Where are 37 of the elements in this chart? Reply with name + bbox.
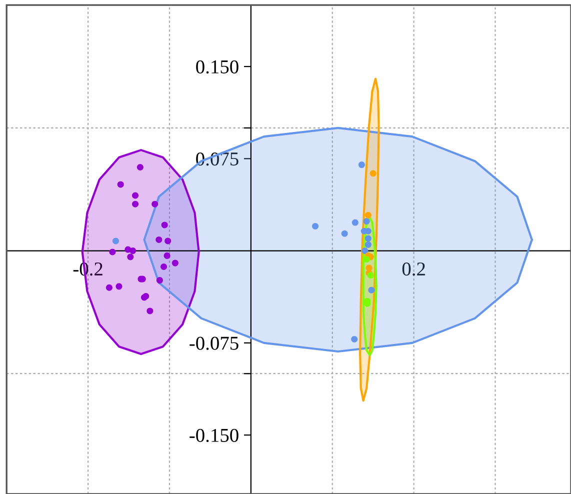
point <box>160 263 168 270</box>
point <box>367 272 374 279</box>
point <box>368 286 375 294</box>
point <box>136 164 144 171</box>
point <box>127 254 134 260</box>
point <box>132 192 139 199</box>
point <box>161 222 168 228</box>
y-tick-label: 0.150 <box>196 60 238 74</box>
point <box>109 248 116 256</box>
point <box>364 235 372 242</box>
point <box>351 336 358 342</box>
point <box>112 238 119 244</box>
point <box>363 256 370 263</box>
point <box>370 170 376 177</box>
point <box>156 236 162 243</box>
point <box>106 284 112 291</box>
point <box>117 181 124 188</box>
point <box>358 162 365 168</box>
point <box>312 222 319 230</box>
point <box>362 248 368 254</box>
y-tick-label: -0.075 <box>190 336 238 350</box>
point <box>132 200 139 208</box>
point <box>364 241 372 248</box>
point <box>341 230 348 237</box>
point <box>364 212 372 218</box>
point <box>146 308 154 314</box>
y-tick-label: -0.150 <box>190 428 238 442</box>
point <box>164 238 172 244</box>
point <box>172 260 178 266</box>
point <box>352 219 358 226</box>
point <box>156 277 163 284</box>
x-tick-label: 0.2 <box>402 262 425 276</box>
point <box>152 200 158 208</box>
point <box>164 252 170 259</box>
point <box>130 248 136 254</box>
point <box>116 283 122 290</box>
point <box>363 218 370 225</box>
